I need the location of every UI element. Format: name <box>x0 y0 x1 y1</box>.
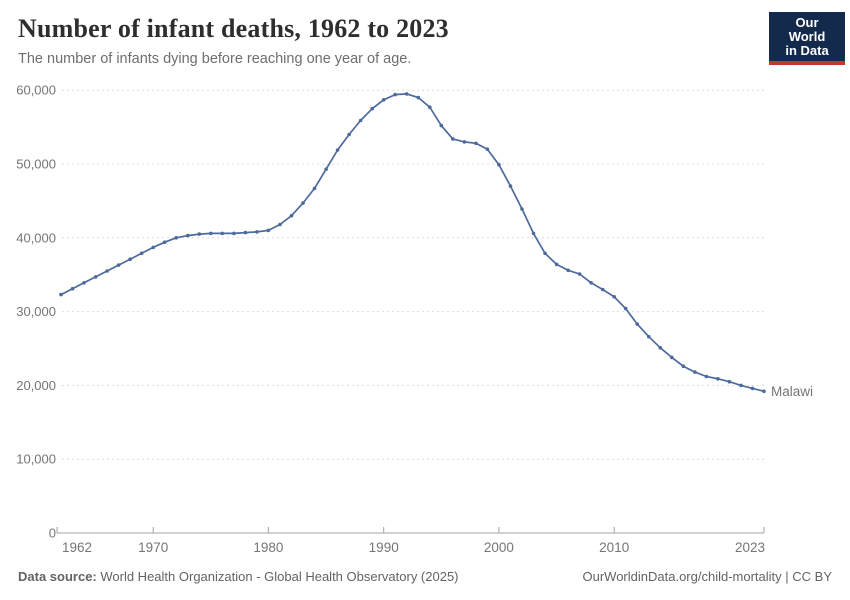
svg-text:40,000: 40,000 <box>16 230 56 245</box>
footer-datasource: Data source: World Health Organization -… <box>18 569 459 584</box>
line-chart[interactable]: 0 10,000 20,000 30,000 40,000 50,000 60,000 196… <box>0 78 850 558</box>
svg-text:2010: 2010 <box>599 540 629 555</box>
svg-text:10,000: 10,000 <box>16 452 56 467</box>
svg-text:1962: 1962 <box>62 540 92 555</box>
svg-text:2000: 2000 <box>484 540 514 555</box>
page-title: Number of infant deaths, 1962 to 2023 <box>18 14 449 43</box>
svg-text:30,000: 30,000 <box>16 304 56 319</box>
y-axis-labels: 0 10,000 20,000 30,000 40,000 50,000 60,000 <box>16 83 56 541</box>
svg-text:50,000: 50,000 <box>16 157 56 172</box>
owid-logo[interactable]: Our World in Data <box>769 12 845 65</box>
chart-footer: Data source: World Health Organization -… <box>18 569 832 584</box>
svg-text:1980: 1980 <box>253 540 283 555</box>
svg-text:60,000: 60,000 <box>16 83 56 98</box>
datasource-label: Data source: <box>18 569 97 584</box>
svg-text:2023: 2023 <box>735 540 765 555</box>
series-line-malawi[interactable] <box>60 93 765 393</box>
page-subtitle: The number of infants dying before reach… <box>18 51 412 67</box>
x-axis <box>56 527 765 534</box>
owid-logo-line2: in Data <box>785 43 829 58</box>
gridlines <box>62 89 764 460</box>
datasource-text: World Health Organization - Global Healt… <box>96 569 459 584</box>
entity-label-malawi[interactable]: Malawi <box>771 384 813 399</box>
svg-text:0: 0 <box>49 526 56 541</box>
series-markers-malawi[interactable] <box>59 92 766 394</box>
footer-link[interactable]: OurWorldinData.org/child-mortality | CC … <box>582 569 833 584</box>
svg-text:1970: 1970 <box>138 540 168 555</box>
x-axis-labels: 1962 1970 1980 1990 2000 2010 2023 <box>62 540 765 555</box>
owid-logo-line1: Our World <box>788 15 826 44</box>
svg-text:1990: 1990 <box>369 540 399 555</box>
svg-text:20,000: 20,000 <box>16 378 56 393</box>
